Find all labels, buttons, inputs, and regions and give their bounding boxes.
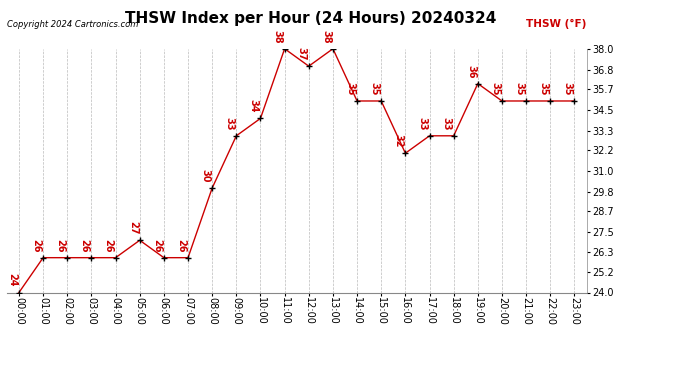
Text: 33: 33 bbox=[417, 117, 428, 130]
Text: 34: 34 bbox=[248, 99, 259, 113]
Text: 33: 33 bbox=[442, 117, 452, 130]
Text: Copyright 2024 Cartronics.com: Copyright 2024 Cartronics.com bbox=[7, 20, 138, 29]
Text: 35: 35 bbox=[538, 82, 549, 95]
Text: 38: 38 bbox=[273, 30, 283, 43]
Text: 26: 26 bbox=[55, 238, 66, 252]
Text: 30: 30 bbox=[200, 169, 210, 183]
Text: THSW (°F): THSW (°F) bbox=[526, 19, 586, 29]
Text: 26: 26 bbox=[79, 238, 90, 252]
Text: 35: 35 bbox=[369, 82, 380, 95]
Text: 36: 36 bbox=[466, 64, 476, 78]
Text: 26: 26 bbox=[31, 238, 41, 252]
Text: 33: 33 bbox=[224, 117, 235, 130]
Text: 26: 26 bbox=[152, 238, 162, 252]
Text: 35: 35 bbox=[562, 82, 573, 95]
Text: 35: 35 bbox=[490, 82, 500, 95]
Text: 32: 32 bbox=[393, 134, 404, 148]
Text: 26: 26 bbox=[176, 238, 186, 252]
Text: 35: 35 bbox=[514, 82, 524, 95]
Text: 26: 26 bbox=[104, 238, 114, 252]
Text: 37: 37 bbox=[297, 47, 307, 61]
Text: 35: 35 bbox=[345, 82, 355, 95]
Text: THSW Index per Hour (24 Hours) 20240324: THSW Index per Hour (24 Hours) 20240324 bbox=[125, 11, 496, 26]
Text: 27: 27 bbox=[128, 221, 138, 235]
Text: 38: 38 bbox=[321, 30, 331, 43]
Text: 24: 24 bbox=[7, 273, 17, 287]
